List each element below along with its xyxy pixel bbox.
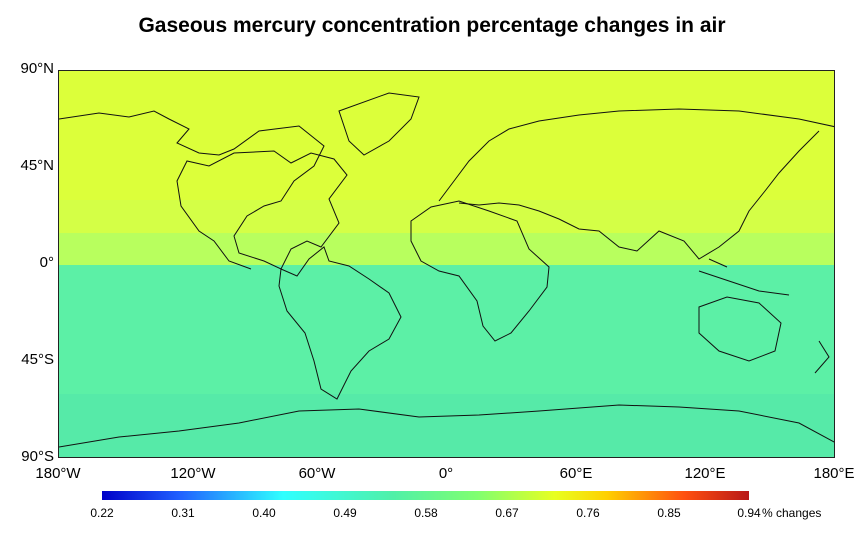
colorbar [102, 491, 749, 500]
colorbar-tick: 0.49 [333, 506, 357, 520]
colorbar-tick: 0.76 [576, 506, 600, 520]
lat-label-45s: 45°S [21, 351, 54, 368]
lon-label-60w: 60°W [298, 465, 336, 482]
lon-label-180w: 180°W [35, 465, 81, 482]
colorbar-tick: 0.67 [495, 506, 519, 520]
coastline-overlay [59, 92, 834, 448]
antarctica-outline [59, 404, 834, 448]
africa-outline [410, 200, 550, 342]
australia-outline [698, 296, 782, 362]
colorbar-tick: 0.31 [171, 506, 195, 520]
lon-label-0: 0° [438, 465, 454, 482]
colorbar-tick: 0.94 [737, 506, 761, 520]
indonesia-outline [698, 258, 790, 296]
map-panel [58, 70, 835, 458]
north-america-outline [59, 110, 348, 270]
concentration-band [59, 71, 834, 201]
lat-label-45n: 45°N [20, 157, 54, 174]
eurasia-outline [438, 108, 834, 260]
lon-label-180e: 180°E [813, 465, 855, 482]
lat-label-90n: 90°N [20, 60, 54, 77]
colorbar-tick: 0.85 [657, 506, 681, 520]
lat-label-0: 0° [39, 254, 54, 271]
greenland-outline [338, 92, 420, 156]
map-title: Gaseous mercury concentration percentage… [138, 14, 726, 37]
concentration-band [59, 265, 834, 395]
lat-label-90s: 90°S [21, 448, 54, 465]
lon-label-120e: 120°E [684, 465, 726, 482]
concentration-band [59, 394, 834, 457]
colorbar-unit: % changes [762, 506, 822, 520]
colorbar-tick: 0.40 [252, 506, 276, 520]
south-america-outline [278, 246, 402, 400]
lon-label-60e: 60°E [559, 465, 593, 482]
concentration-band [59, 232, 834, 265]
new-zealand-outline [814, 340, 830, 374]
colorbar-tick: 0.58 [414, 506, 438, 520]
colorbar-tick: 0.22 [90, 506, 114, 520]
lon-label-120w: 120°W [170, 465, 216, 482]
